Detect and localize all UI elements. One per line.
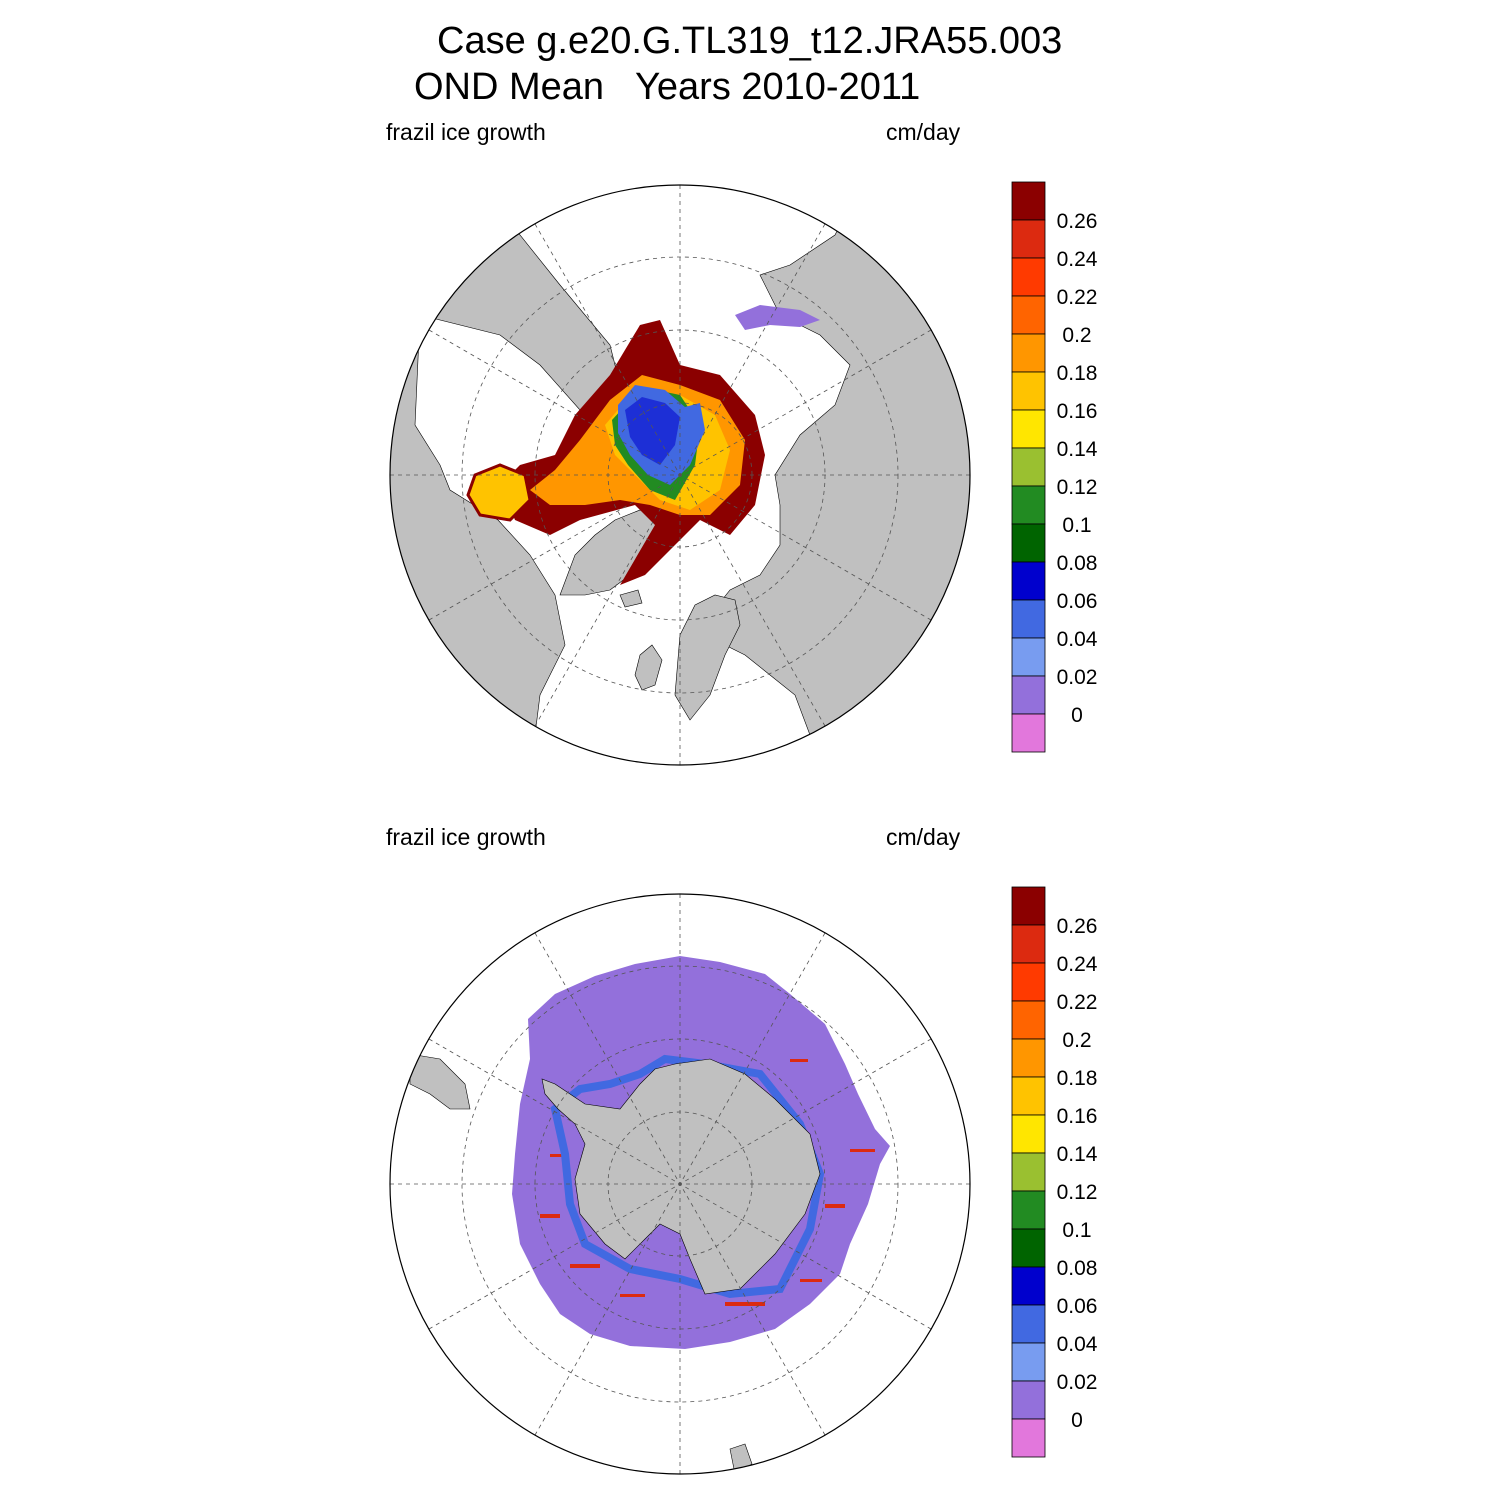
nh-colorbar-swatch <box>1011 447 1046 487</box>
sh-colorbar-swatch <box>1011 1038 1046 1078</box>
sh-colorbar-swatch <box>1011 1076 1046 1116</box>
sh-colorbar-label: 0.2 <box>1062 1029 1091 1052</box>
nh-colorbar-label: 0.14 <box>1057 438 1098 461</box>
sh-colorbar-label: 0.16 <box>1057 1105 1098 1128</box>
sh-colorbar-swatch <box>1011 1342 1046 1382</box>
sh-colorbar-label: 0.24 <box>1057 953 1098 976</box>
nh-colorbar-swatch <box>1011 523 1046 563</box>
nh-colorbar-label: 0.2 <box>1062 324 1091 347</box>
nh-colorbar-label: 0.22 <box>1057 286 1098 309</box>
sh-variable-label: frazil ice growth <box>386 824 546 850</box>
sh-colorbar-swatch <box>1011 1114 1046 1154</box>
nh-land-uk <box>634 644 663 691</box>
nh-land-north-america <box>390 185 621 765</box>
nh-colorbar-swatch <box>1011 675 1046 715</box>
nh-ice-deep-blue <box>625 397 680 465</box>
nh-ice-bering <box>735 305 820 330</box>
sh-ice-marginal-streaks <box>540 1059 875 1306</box>
sh-colorbar-label: 0.02 <box>1057 1371 1098 1394</box>
nh-colorbar-label: 0.16 <box>1057 400 1098 423</box>
nh-colorbar-label: 0.04 <box>1057 628 1098 651</box>
sh-land-antarctica <box>541 1058 821 1295</box>
nh-colorbar-swatch <box>1011 599 1046 639</box>
nh-colorbar-label: 0.26 <box>1057 210 1098 233</box>
nh-colorbar-label: 0.06 <box>1057 590 1098 613</box>
sh-colorbar-label: 0.1 <box>1062 1219 1091 1242</box>
nh-colorbar-swatch <box>1011 181 1046 221</box>
sh-colorbar-swatch <box>1011 1000 1046 1040</box>
sh-colorbar-label: 0.06 <box>1057 1295 1098 1318</box>
sh-graticule <box>390 894 970 1474</box>
nh-graticule <box>390 185 970 765</box>
sh-colorbar-label: 0.18 <box>1057 1067 1098 1090</box>
nh-colorbar-swatch <box>1011 219 1046 259</box>
nh-ice-hudson-bay <box>466 463 532 522</box>
nh-variable-label: frazil ice growth <box>386 119 546 145</box>
nh-colorbar-swatch <box>1011 485 1046 525</box>
nh-units-label: cm/day <box>886 119 961 145</box>
sh-colorbar-label: 0 <box>1071 1409 1083 1432</box>
nh-colorbar-swatch <box>1011 371 1046 411</box>
sh-colorbar-swatch <box>1011 962 1046 1002</box>
sh-colorbar: 0.26 0.24 0.22 0.2 0.18 0.16 0.14 0.12 0.1 0.08 0.… <box>1011 886 1098 1458</box>
nh-land-iceland <box>619 589 643 608</box>
nh-colorbar-swatch <box>1011 257 1046 297</box>
title-line-2: OND Mean Years 2010-2011 <box>414 66 921 108</box>
sh-colorbar-swatch <box>1011 1190 1046 1230</box>
nh-colorbar-swatch <box>1011 713 1046 753</box>
sh-colorbar-swatch <box>1011 1152 1046 1192</box>
title-line-1: Case g.e20.G.TL319_t12.JRA55.003 <box>437 20 1063 62</box>
sh-colorbar-label: 0.04 <box>1057 1333 1098 1356</box>
sh-colorbar-swatch <box>1011 1228 1046 1268</box>
sh-ice-coastal-blue <box>550 1054 825 1299</box>
sh-map-border <box>389 893 971 1475</box>
nh-colorbar-label: 0.12 <box>1057 476 1098 499</box>
sh-polar-map <box>389 893 971 1475</box>
nh-polar-map <box>389 184 971 766</box>
nh-map-border <box>389 184 971 766</box>
nh-colorbar-label: 0.02 <box>1057 666 1098 689</box>
nh-colorbar-label: 0.18 <box>1057 362 1098 385</box>
sh-colorbar-swatch <box>1011 1380 1046 1420</box>
nh-colorbar-swatch <box>1011 333 1046 373</box>
nh-colorbar-label: 0 <box>1071 704 1083 727</box>
nh-land-eurasia <box>709 185 970 765</box>
nh-colorbar-swatch <box>1011 295 1046 335</box>
sh-colorbar-swatch <box>1011 886 1046 926</box>
sh-colorbar-label: 0.12 <box>1057 1181 1098 1204</box>
nh-land-scandinavia <box>674 594 741 721</box>
nh-colorbar-label: 0.1 <box>1062 514 1091 537</box>
nh-colorbar-label: 0.08 <box>1057 552 1098 575</box>
nh-colorbar: 0.26 0.24 0.22 0.2 0.18 0.16 0.14 0.12 0.1 0.08 0.… <box>1011 181 1098 753</box>
sh-colorbar-swatch <box>1011 1304 1046 1344</box>
sh-colorbar-label: 0.26 <box>1057 915 1098 938</box>
nh-colorbar-swatch <box>1011 637 1046 677</box>
sh-colorbar-label: 0.08 <box>1057 1257 1098 1280</box>
sh-colorbar-swatch <box>1011 1266 1046 1306</box>
sh-colorbar-label: 0.14 <box>1057 1143 1098 1166</box>
nh-colorbar-swatch <box>1011 409 1046 449</box>
nh-colorbar-label: 0.24 <box>1057 248 1098 271</box>
sh-land-south-america <box>409 1053 471 1110</box>
nh-colorbar-swatch <box>1011 561 1046 601</box>
sh-colorbar-swatch <box>1011 924 1046 964</box>
sh-colorbar-label: 0.22 <box>1057 991 1098 1014</box>
sh-colorbar-swatch <box>1011 1418 1046 1458</box>
sh-units-label: cm/day <box>886 824 961 850</box>
